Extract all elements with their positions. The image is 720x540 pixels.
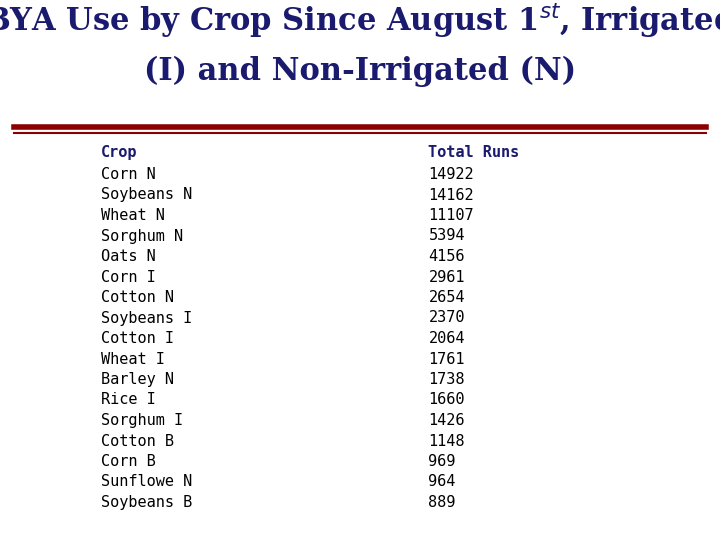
Text: 1148: 1148 (428, 434, 465, 449)
Text: Barley N: Barley N (101, 372, 174, 387)
Text: Soybeans B: Soybeans B (101, 495, 192, 510)
Text: Corn I: Corn I (101, 269, 156, 285)
Text: 1426: 1426 (428, 413, 465, 428)
Text: Wheat I: Wheat I (101, 352, 165, 367)
Text: Rice I: Rice I (101, 393, 156, 408)
Text: 11107: 11107 (428, 208, 474, 223)
Text: 2961: 2961 (428, 269, 465, 285)
Text: Total Runs: Total Runs (428, 145, 520, 160)
Text: 1738: 1738 (428, 372, 465, 387)
Text: Sunflowe N: Sunflowe N (101, 475, 192, 489)
Text: 964: 964 (428, 475, 456, 489)
Text: 2370: 2370 (428, 310, 465, 326)
Text: Corn B: Corn B (101, 454, 156, 469)
Text: 14162: 14162 (428, 187, 474, 202)
Text: Cotton B: Cotton B (101, 434, 174, 449)
Text: Sorghum I: Sorghum I (101, 413, 183, 428)
Text: Soybeans N: Soybeans N (101, 187, 192, 202)
Text: 4156: 4156 (428, 249, 465, 264)
Text: Crop: Crop (101, 145, 138, 160)
Text: 1660: 1660 (428, 393, 465, 408)
Text: 5394: 5394 (428, 228, 465, 244)
Text: Corn N: Corn N (101, 167, 156, 182)
Text: 889: 889 (428, 495, 456, 510)
Text: 1761: 1761 (428, 352, 465, 367)
Text: Oats N: Oats N (101, 249, 156, 264)
Text: BYA Use by Crop Since August 1$^{st}$, Irrigated: BYA Use by Crop Since August 1$^{st}$, I… (0, 2, 720, 40)
Text: 2654: 2654 (428, 290, 465, 305)
Text: (I) and Non-Irrigated (N): (I) and Non-Irrigated (N) (144, 56, 576, 87)
Text: 969: 969 (428, 454, 456, 469)
Text: Soybeans I: Soybeans I (101, 310, 192, 326)
Text: 14922: 14922 (428, 167, 474, 182)
Text: Cotton N: Cotton N (101, 290, 174, 305)
Text: Sorghum N: Sorghum N (101, 228, 183, 244)
Text: Cotton I: Cotton I (101, 331, 174, 346)
Text: Wheat N: Wheat N (101, 208, 165, 223)
Text: 2064: 2064 (428, 331, 465, 346)
